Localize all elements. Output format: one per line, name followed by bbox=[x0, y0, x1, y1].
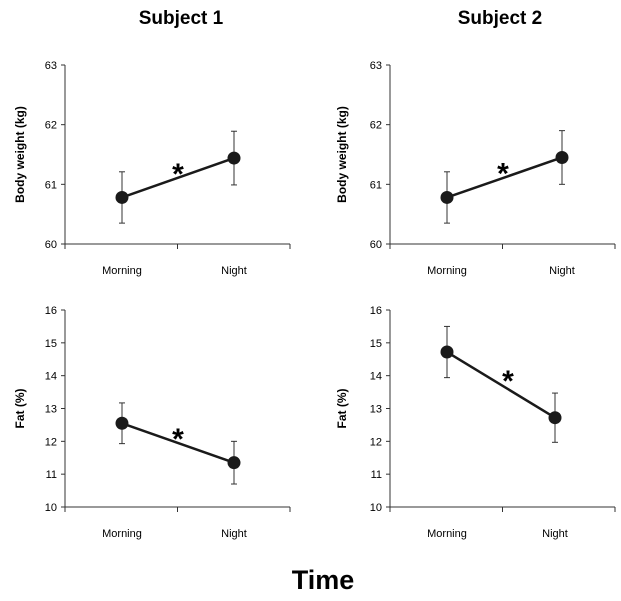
y-tick-label: 11 bbox=[371, 469, 382, 481]
series-line bbox=[446, 156, 563, 199]
series-line bbox=[446, 350, 556, 419]
y-tick-label: 61 bbox=[370, 179, 382, 191]
data-point-morning bbox=[115, 416, 129, 430]
y-tick-label: 13 bbox=[45, 404, 57, 416]
column-title-subject-2: Subject 2 bbox=[458, 8, 542, 29]
x-category-label: Night bbox=[542, 528, 568, 540]
data-point-night bbox=[227, 151, 241, 165]
chart-panel-2: 60 61 62 63 Morning Night Body weight (kg) * bbox=[335, 60, 616, 277]
y-axis-label: Fat (%) bbox=[335, 389, 349, 429]
chart-panel-3: 10 11 12 13 14 15 16 Morning Night Fat (%) * bbox=[13, 305, 291, 540]
y-tick-label: 10 bbox=[45, 502, 57, 514]
y-tick-label: 60 bbox=[45, 239, 57, 251]
x-category-label: Night bbox=[221, 265, 247, 277]
data-point-night bbox=[227, 456, 241, 470]
data-point-morning bbox=[440, 345, 454, 359]
x-category-label: Night bbox=[549, 265, 575, 277]
chart-panel-4: 10 11 12 13 14 15 16 Morning Night Fat (%) * bbox=[335, 305, 616, 540]
significance-asterisk: * bbox=[172, 423, 184, 456]
y-tick-label: 62 bbox=[45, 120, 57, 132]
y-tick-label: 14 bbox=[45, 371, 57, 383]
significance-asterisk: * bbox=[172, 158, 184, 191]
x-category-label: Morning bbox=[102, 528, 142, 540]
y-tick-label: 14 bbox=[370, 371, 382, 383]
data-point-night bbox=[555, 150, 569, 164]
y-axis-label: Fat (%) bbox=[13, 389, 27, 429]
y-axis-label: Body weight (kg) bbox=[13, 106, 27, 203]
figure-x-axis-label: Time bbox=[292, 565, 355, 595]
y-tick-label: 63 bbox=[370, 60, 382, 72]
series-line bbox=[121, 422, 235, 464]
x-category-label: Night bbox=[221, 528, 247, 540]
y-tick-label: 12 bbox=[370, 436, 382, 448]
y-tick-label: 60 bbox=[370, 239, 382, 251]
significance-asterisk: * bbox=[502, 365, 514, 398]
chart-panel-1: 60 61 62 63 Morning Night Body weight (kg) * bbox=[13, 60, 291, 277]
x-category-label: Morning bbox=[102, 265, 142, 277]
y-tick-label: 15 bbox=[370, 338, 382, 350]
y-tick-label: 63 bbox=[45, 60, 57, 72]
y-tick-label: 16 bbox=[45, 305, 57, 317]
y-tick-label: 10 bbox=[370, 502, 382, 514]
y-tick-label: 62 bbox=[370, 120, 382, 132]
y-tick-label: 61 bbox=[45, 179, 57, 191]
significance-asterisk: * bbox=[497, 157, 509, 190]
y-tick-label: 12 bbox=[45, 436, 57, 448]
y-tick-label: 16 bbox=[370, 305, 382, 317]
y-tick-label: 13 bbox=[370, 404, 382, 416]
data-point-night bbox=[548, 411, 562, 425]
x-category-label: Morning bbox=[427, 528, 467, 540]
column-title-subject-1: Subject 1 bbox=[139, 8, 224, 29]
data-point-morning bbox=[440, 190, 454, 204]
y-axis-label: Body weight (kg) bbox=[335, 106, 349, 203]
x-category-label: Morning bbox=[427, 265, 467, 277]
y-tick-label: 15 bbox=[45, 338, 57, 350]
data-point-morning bbox=[115, 190, 129, 204]
y-tick-label: 11 bbox=[46, 469, 57, 481]
series-line bbox=[121, 156, 235, 199]
